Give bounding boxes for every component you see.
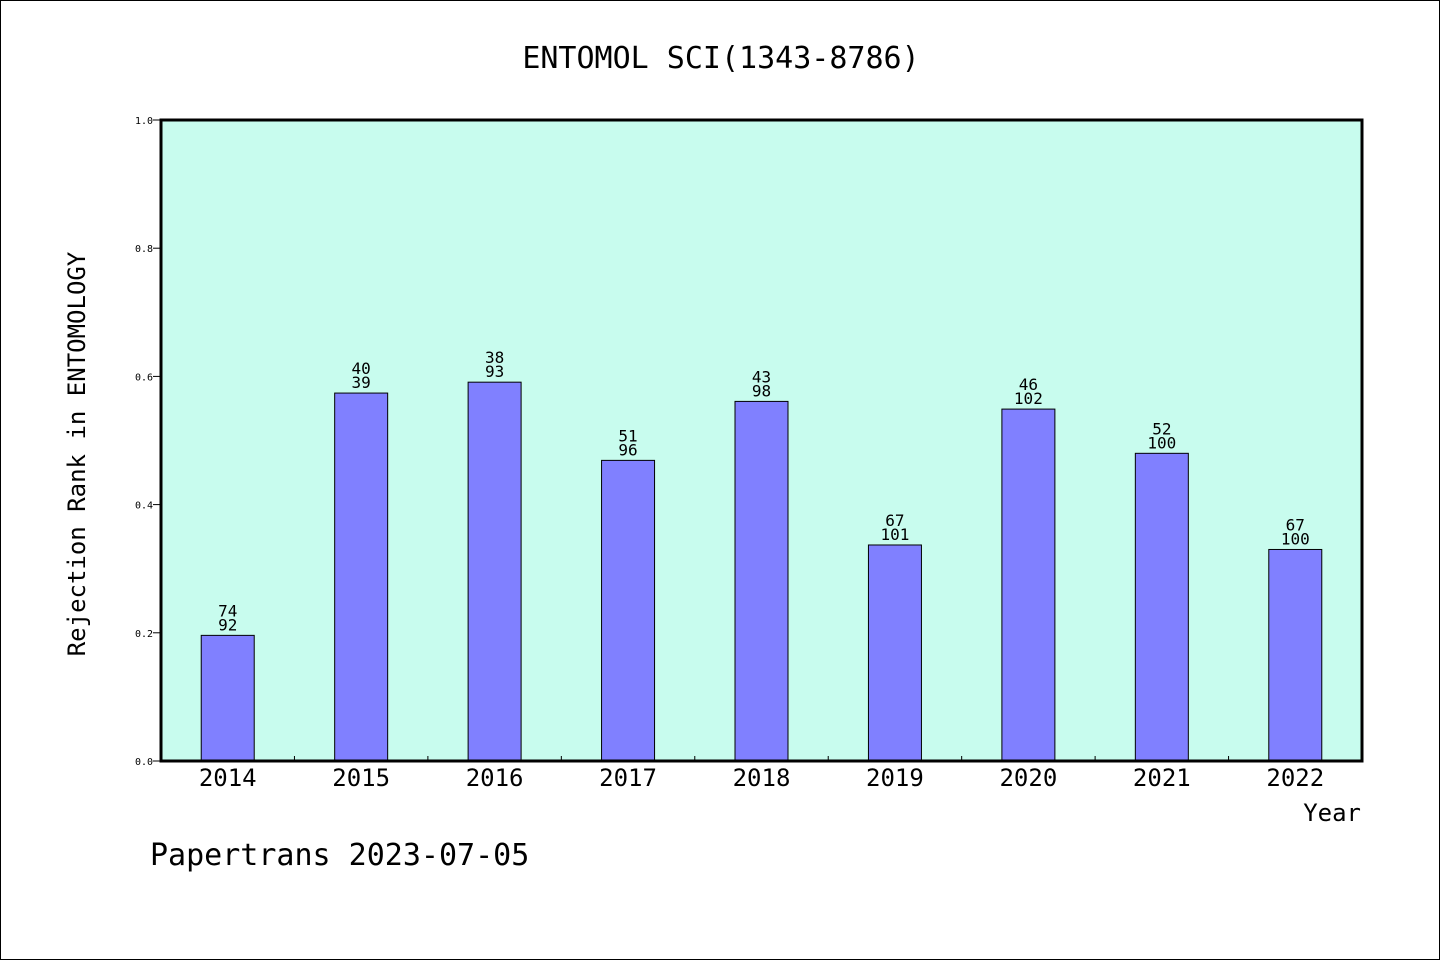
bar-label-top-2021: 52 [1152,419,1171,438]
y-tick-label-4: 0.8 [135,244,153,255]
footer-credit: Papertrans 2023-07-05 [150,838,529,873]
x-axis-title: Year [1303,799,1361,827]
bar-label-top-2016: 38 [485,348,504,367]
bar-2015 [334,392,389,762]
bar-label-top-2022: 67 [1286,515,1305,534]
bar-label-top-2020: 46 [1019,375,1038,394]
bar-2016 [467,381,522,762]
y-tick-label-0: 0.0 [135,757,153,768]
bar-2020 [1001,408,1056,762]
bar-label-bottom-2015: 39 [352,373,371,392]
x-tick-label-2018: 2018 [733,764,791,792]
bar-label-top-2018: 43 [752,367,771,386]
y-axis: 0.0 0.2 0.4 0.6 0.8 1.0 [135,116,161,768]
x-tick-label-2019: 2019 [866,764,924,792]
bar-2018 [734,400,789,762]
bar-label-bottom-2022: 100 [1281,529,1310,548]
x-tick-label-2016: 2016 [466,764,524,792]
plot-border [159,118,1364,763]
bar-2019 [867,544,922,762]
x-tick-label-2020: 2020 [999,764,1057,792]
bar-label-bottom-2016: 93 [485,362,504,381]
y-tick-label-5: 1.0 [135,116,153,127]
bars-layer [200,381,1323,762]
x-tick-label-2021: 2021 [1133,764,1191,792]
bar-2017 [601,459,656,762]
bar-2014 [200,634,255,762]
bar-label-top-2017: 51 [618,426,637,445]
bar-label-top-2019: 67 [885,511,904,530]
y-axis-title: Rejection Rank in ENTOMOLOGY [63,251,91,656]
bar-label-bottom-2019: 101 [880,525,909,544]
y-tick-label-2: 0.4 [135,501,153,512]
bar-label-bottom-2014: 92 [218,615,237,634]
bar-label-bottom-2017: 96 [618,440,637,459]
bar-2021 [1134,452,1189,762]
bar-label-top-2015: 40 [352,359,371,378]
x-axis: 2014 2015 2016 2017 2018 2019 2020 2021 2022 [199,756,1324,792]
bar-2022 [1268,548,1323,762]
bar-label-bottom-2021: 100 [1147,433,1176,452]
x-tick-label-2017: 2017 [599,764,657,792]
y-tick-label-1: 0.2 [135,629,153,640]
bar-label-top-2014: 74 [218,601,237,620]
bar-label-bottom-2018: 98 [752,381,771,400]
chart-title: ENTOMOL SCI(1343-8786) [522,41,919,76]
x-tick-label-2014: 2014 [199,764,257,792]
y-tick-label-3: 0.6 [135,372,153,383]
bar-label-bottom-2020: 102 [1014,389,1043,408]
x-tick-label-2022: 2022 [1266,764,1324,792]
x-tick-label-2015: 2015 [332,764,390,792]
